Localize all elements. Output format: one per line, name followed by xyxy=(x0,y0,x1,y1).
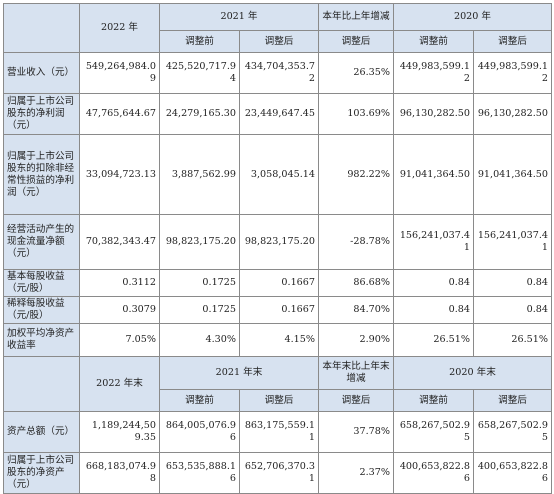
header-year-2020: 2020 年 xyxy=(393,3,552,31)
cell-change: 37.78% xyxy=(318,411,394,453)
header-year-2022-end: 2022 年末 xyxy=(79,356,160,412)
header-row: 2022 年 2021 年 本年比上年增减 2020 年 xyxy=(3,3,552,53)
subheader-after: 调整后 xyxy=(239,389,319,412)
header-blank xyxy=(3,3,80,53)
table-row: 归属于上市公司股东的扣除非经常性损益的净利润（元） 33,094,723.13 3,… xyxy=(3,134,552,215)
cell-v2020-after: 0.84 xyxy=(473,269,552,297)
table-row: 归属于上市公司股东的净资产（元） 668,183,074.98 653,535,88… xyxy=(3,452,552,494)
header-year-2021-end: 2021 年末 xyxy=(159,356,319,390)
cell-v2021-after: 3,058,045.14 xyxy=(239,134,319,215)
cell-v2021-before: 0.1725 xyxy=(159,269,240,297)
financial-table: 2022 年 2021 年 本年比上年增减 2020 年 调整前 调整后 调整后… xyxy=(3,3,552,494)
subheader-after-2020: 调整后 xyxy=(473,389,552,412)
cell-change: 982.22% xyxy=(318,134,394,215)
cell-v2020-after: 0.84 xyxy=(473,296,552,324)
cell-v2022: 7.05% xyxy=(79,323,160,357)
cell-v2020-after: 96,130,282.50 xyxy=(473,93,552,135)
row-label: 经营活动产生的现金流量净额（元） xyxy=(3,214,80,270)
cell-v2021-before: 425,520,717.94 xyxy=(159,52,240,94)
cell-v2021-before: 0.1725 xyxy=(159,296,240,324)
header-year-2022: 2022 年 xyxy=(79,3,160,53)
cell-v2022: 33,094,723.13 xyxy=(79,134,160,215)
cell-v2022: 0.3079 xyxy=(79,296,160,324)
cell-v2020-before: 91,041,364.50 xyxy=(393,134,474,215)
table-row: 经营活动产生的现金流量净额（元） 70,382,343.47 98,823,175.… xyxy=(3,214,552,270)
header-change: 本年比上年增减 xyxy=(318,3,394,31)
subheader-change-after: 调整后 xyxy=(318,30,394,53)
table-row: 归属于上市公司股东的净利润（元） 47,765,644.67 24,279,165.… xyxy=(3,93,552,135)
cell-v2021-before: 864,005,076.96 xyxy=(159,411,240,453)
cell-v2021-after: 98,823,175.20 xyxy=(239,214,319,270)
cell-v2021-before: 4.30% xyxy=(159,323,240,357)
header-year-2020-end: 2020 年末 xyxy=(393,356,552,390)
cell-v2022: 549,264,984.09 xyxy=(79,52,160,94)
cell-change: 2.37% xyxy=(318,452,394,494)
cell-v2022: 0.3112 xyxy=(79,269,160,297)
row-label: 资产总额（元） xyxy=(3,411,80,453)
subheader-before: 调整前 xyxy=(159,389,240,412)
cell-v2020-before: 156,241,037.41 xyxy=(393,214,474,270)
cell-v2021-after: 23,449,647.45 xyxy=(239,93,319,135)
row-label: 归属于上市公司股东的净资产（元） xyxy=(3,452,80,494)
table-row: 基本每股收益（元/股） 0.3112 0.1725 0.1667 86.68% 0.84 0… xyxy=(3,269,552,297)
cell-v2020-before: 26.51% xyxy=(393,323,474,357)
financial-summary: 2022 年 2021 年 本年比上年增减 2020 年 调整前 调整后 调整后… xyxy=(3,3,552,494)
cell-v2020-before: 0.84 xyxy=(393,269,474,297)
subheader-after-2020: 调整后 xyxy=(473,30,552,53)
cell-v2021-before: 98,823,175.20 xyxy=(159,214,240,270)
cell-v2021-before: 3,887,562.99 xyxy=(159,134,240,215)
table-row: 营业收入（元） 549,264,984.09 425,520,717.94 434,7… xyxy=(3,52,552,94)
table-row: 资产总额（元） 1,189,244,509.35 864,005,076.96 863… xyxy=(3,411,552,453)
cell-v2020-after: 658,267,502.95 xyxy=(473,411,552,453)
cell-change: 26.35% xyxy=(318,52,394,94)
subheader-before: 调整前 xyxy=(159,30,240,53)
cell-change: 86.68% xyxy=(318,269,394,297)
cell-v2021-after: 863,175,559.11 xyxy=(239,411,319,453)
row-label: 基本每股收益（元/股） xyxy=(3,269,80,297)
cell-v2021-after: 0.1667 xyxy=(239,296,319,324)
subheader-change-after: 调整后 xyxy=(318,389,394,412)
subheader-before-2020: 调整前 xyxy=(393,389,474,412)
cell-v2020-after: 449,983,599.12 xyxy=(473,52,552,94)
table-row: 稀释每股收益（元/股） 0.3079 0.1725 0.1667 84.70% 0.84 0… xyxy=(3,296,552,324)
cell-v2022: 1,189,244,509.35 xyxy=(79,411,160,453)
cell-change: 84.70% xyxy=(318,296,394,324)
header-year-2021: 2021 年 xyxy=(159,3,319,31)
cell-v2020-after: 91,041,364.50 xyxy=(473,134,552,215)
cell-v2020-before: 400,653,822.86 xyxy=(393,452,474,494)
cell-v2022: 47,765,644.67 xyxy=(79,93,160,135)
header-row: 2022 年末 2021 年末 本年末比上年末增减 2020 年末 xyxy=(3,356,552,412)
cell-change: -28.78% xyxy=(318,214,394,270)
cell-v2020-after: 400,653,822.86 xyxy=(473,452,552,494)
cell-v2021-before: 24,279,165.30 xyxy=(159,93,240,135)
row-label: 稀释每股收益（元/股） xyxy=(3,296,80,324)
subheader-before-2020: 调整前 xyxy=(393,30,474,53)
cell-v2020-before: 0.84 xyxy=(393,296,474,324)
cell-v2021-after: 652,706,370.31 xyxy=(239,452,319,494)
cell-v2021-before: 653,535,888.16 xyxy=(159,452,240,494)
row-label: 加权平均净资产收益率 xyxy=(3,323,80,357)
cell-v2021-after: 4.15% xyxy=(239,323,319,357)
cell-v2021-after: 434,704,353.72 xyxy=(239,52,319,94)
cell-change: 103.69% xyxy=(318,93,394,135)
cell-v2020-after: 156,241,037.41 xyxy=(473,214,552,270)
subheader-after: 调整后 xyxy=(239,30,319,53)
cell-v2022: 668,183,074.98 xyxy=(79,452,160,494)
cell-v2020-before: 96,130,282.50 xyxy=(393,93,474,135)
header-blank xyxy=(3,356,80,412)
cell-v2020-before: 449,983,599.12 xyxy=(393,52,474,94)
header-change-end: 本年末比上年末增减 xyxy=(318,356,394,390)
subheader-row: 调整前 调整后 调整后 调整前 调整后 xyxy=(4,389,552,412)
cell-change: 2.90% xyxy=(318,323,394,357)
cell-v2021-after: 0.1667 xyxy=(239,269,319,297)
cell-v2020-before: 658,267,502.95 xyxy=(393,411,474,453)
row-label: 归属于上市公司股东的扣除非经常性损益的净利润（元） xyxy=(3,134,80,215)
row-label: 归属于上市公司股东的净利润（元） xyxy=(3,93,80,135)
cell-v2022: 70,382,343.47 xyxy=(79,214,160,270)
table-row: 加权平均净资产收益率 7.05% 4.30% 4.15% 2.90% 26.51% 26.5… xyxy=(3,323,552,357)
row-label: 营业收入（元） xyxy=(3,52,80,94)
cell-v2020-after: 26.51% xyxy=(473,323,552,357)
